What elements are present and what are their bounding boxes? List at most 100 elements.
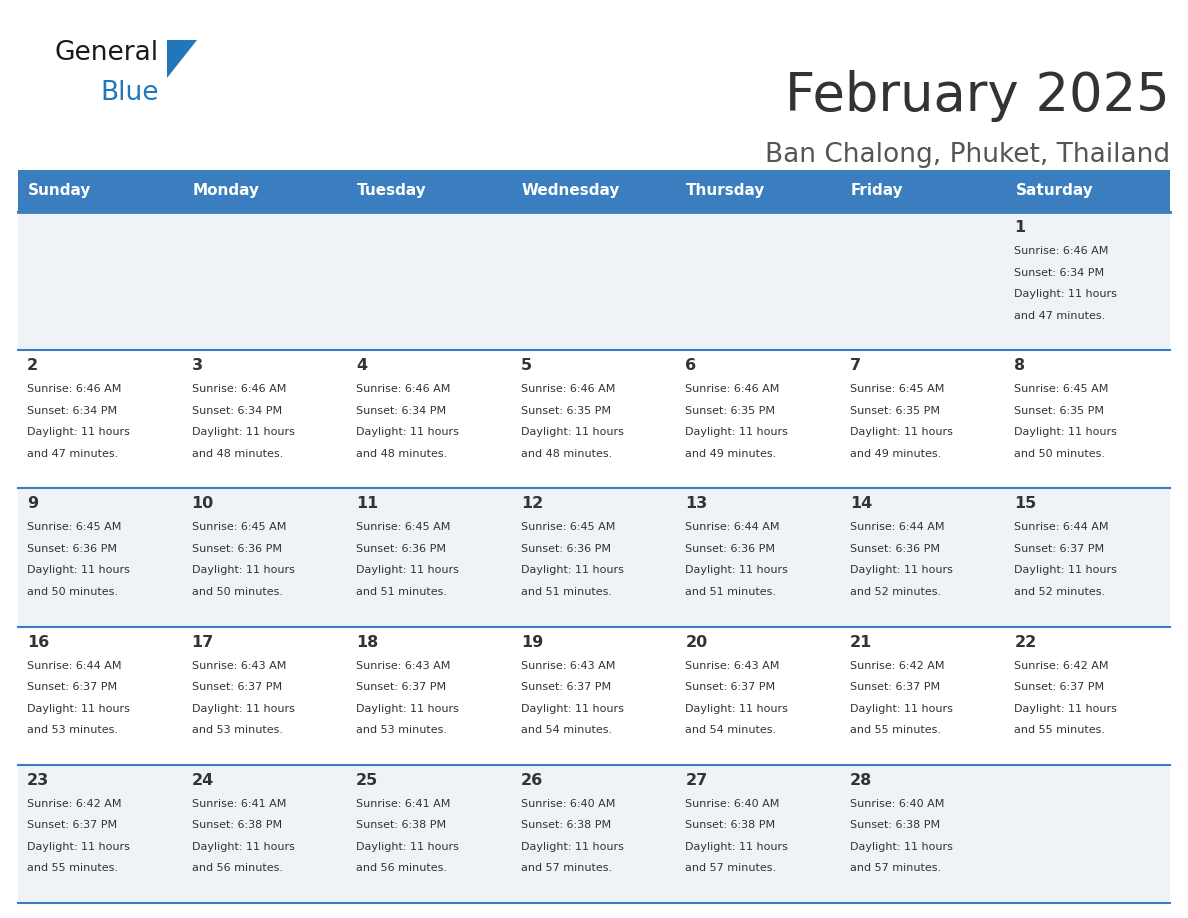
Text: Sunset: 6:35 PM: Sunset: 6:35 PM [849, 406, 940, 416]
Text: and 51 minutes.: and 51 minutes. [685, 587, 776, 597]
Text: and 50 minutes.: and 50 minutes. [1015, 449, 1105, 459]
Text: Daylight: 11 hours: Daylight: 11 hours [356, 703, 459, 713]
Text: and 57 minutes.: and 57 minutes. [520, 863, 612, 873]
Text: and 55 minutes.: and 55 minutes. [849, 725, 941, 735]
Text: Sunset: 6:36 PM: Sunset: 6:36 PM [849, 543, 940, 554]
Text: Sunrise: 6:45 AM: Sunrise: 6:45 AM [27, 522, 121, 532]
Text: and 47 minutes.: and 47 minutes. [27, 449, 119, 459]
Text: Friday: Friday [851, 184, 904, 198]
Text: Sunrise: 6:42 AM: Sunrise: 6:42 AM [849, 661, 944, 671]
Text: Sunrise: 6:43 AM: Sunrise: 6:43 AM [520, 661, 615, 671]
Text: 28: 28 [849, 773, 872, 788]
Text: Daylight: 11 hours: Daylight: 11 hours [1015, 565, 1117, 576]
Bar [347, 212, 512, 350]
Text: Sunset: 6:37 PM: Sunset: 6:37 PM [191, 682, 282, 692]
Text: Sunset: 6:38 PM: Sunset: 6:38 PM [849, 821, 940, 830]
Text: 25: 25 [356, 773, 379, 788]
Bar [1005, 488, 1170, 627]
Text: Sunset: 6:36 PM: Sunset: 6:36 PM [356, 543, 447, 554]
Text: Daylight: 11 hours: Daylight: 11 hours [520, 703, 624, 713]
Bar [841, 350, 1005, 488]
Bar [841, 488, 1005, 627]
Text: 18: 18 [356, 634, 379, 650]
Bar [1005, 765, 1170, 903]
Text: and 48 minutes.: and 48 minutes. [356, 449, 448, 459]
Text: 17: 17 [191, 634, 214, 650]
Text: Saturday: Saturday [1016, 184, 1093, 198]
Text: Sunset: 6:35 PM: Sunset: 6:35 PM [520, 406, 611, 416]
Bar [676, 170, 841, 212]
Bar [1005, 350, 1170, 488]
Text: 3: 3 [191, 358, 203, 374]
Text: Sunrise: 6:46 AM: Sunrise: 6:46 AM [1015, 246, 1108, 256]
Text: Sunrise: 6:44 AM: Sunrise: 6:44 AM [685, 522, 779, 532]
Text: Daylight: 11 hours: Daylight: 11 hours [520, 427, 624, 437]
Text: Sunrise: 6:40 AM: Sunrise: 6:40 AM [685, 799, 779, 809]
Text: and 53 minutes.: and 53 minutes. [191, 725, 283, 735]
Text: and 50 minutes.: and 50 minutes. [27, 587, 118, 597]
Text: Sunset: 6:34 PM: Sunset: 6:34 PM [191, 406, 282, 416]
Text: and 49 minutes.: and 49 minutes. [685, 449, 777, 459]
Text: Daylight: 11 hours: Daylight: 11 hours [27, 842, 129, 852]
Bar [183, 765, 347, 903]
Text: Sunrise: 6:45 AM: Sunrise: 6:45 AM [849, 385, 944, 394]
Text: Daylight: 11 hours: Daylight: 11 hours [685, 703, 788, 713]
Text: Daylight: 11 hours: Daylight: 11 hours [191, 842, 295, 852]
Bar [18, 488, 183, 627]
Text: and 48 minutes.: and 48 minutes. [191, 449, 283, 459]
Text: Daylight: 11 hours: Daylight: 11 hours [849, 565, 953, 576]
Text: Sunrise: 6:46 AM: Sunrise: 6:46 AM [27, 385, 121, 394]
Text: Monday: Monday [192, 184, 259, 198]
Text: Tuesday: Tuesday [358, 184, 426, 198]
Text: Sunrise: 6:45 AM: Sunrise: 6:45 AM [356, 522, 450, 532]
Text: and 56 minutes.: and 56 minutes. [191, 863, 283, 873]
Text: Daylight: 11 hours: Daylight: 11 hours [1015, 703, 1117, 713]
Text: Sunrise: 6:46 AM: Sunrise: 6:46 AM [520, 385, 615, 394]
Bar [183, 170, 347, 212]
Text: Sunset: 6:34 PM: Sunset: 6:34 PM [27, 406, 118, 416]
Text: 8: 8 [1015, 358, 1025, 374]
Text: 13: 13 [685, 497, 708, 511]
Text: Sunrise: 6:42 AM: Sunrise: 6:42 AM [1015, 661, 1108, 671]
Text: Sunset: 6:36 PM: Sunset: 6:36 PM [685, 543, 776, 554]
Text: Daylight: 11 hours: Daylight: 11 hours [1015, 289, 1117, 299]
Text: 12: 12 [520, 497, 543, 511]
Text: Daylight: 11 hours: Daylight: 11 hours [356, 842, 459, 852]
Text: 19: 19 [520, 634, 543, 650]
Text: Daylight: 11 hours: Daylight: 11 hours [849, 703, 953, 713]
Text: Sunrise: 6:43 AM: Sunrise: 6:43 AM [191, 661, 286, 671]
Bar [1005, 627, 1170, 765]
Bar [512, 170, 676, 212]
Bar [18, 350, 183, 488]
Bar [512, 212, 676, 350]
Text: Blue: Blue [100, 80, 158, 106]
Text: Daylight: 11 hours: Daylight: 11 hours [849, 427, 953, 437]
Text: Daylight: 11 hours: Daylight: 11 hours [191, 427, 295, 437]
Text: Daylight: 11 hours: Daylight: 11 hours [191, 565, 295, 576]
Text: Daylight: 11 hours: Daylight: 11 hours [356, 427, 459, 437]
Text: Ban Chalong, Phuket, Thailand: Ban Chalong, Phuket, Thailand [765, 142, 1170, 168]
Text: and 56 minutes.: and 56 minutes. [356, 863, 447, 873]
Text: Sunset: 6:36 PM: Sunset: 6:36 PM [191, 543, 282, 554]
Bar [1005, 212, 1170, 350]
Bar [512, 350, 676, 488]
Bar [18, 170, 183, 212]
Bar [18, 627, 183, 765]
Text: Sunday: Sunday [29, 184, 91, 198]
Bar [841, 765, 1005, 903]
Text: 24: 24 [191, 773, 214, 788]
Text: Sunrise: 6:45 AM: Sunrise: 6:45 AM [520, 522, 615, 532]
Bar [512, 488, 676, 627]
Bar [1005, 170, 1170, 212]
Text: 6: 6 [685, 358, 696, 374]
Bar [183, 350, 347, 488]
Text: 4: 4 [356, 358, 367, 374]
Bar [676, 627, 841, 765]
Text: Sunrise: 6:44 AM: Sunrise: 6:44 AM [27, 661, 121, 671]
Text: Sunrise: 6:45 AM: Sunrise: 6:45 AM [1015, 385, 1108, 394]
Text: and 55 minutes.: and 55 minutes. [1015, 725, 1105, 735]
Text: Thursday: Thursday [687, 184, 765, 198]
Text: and 48 minutes.: and 48 minutes. [520, 449, 612, 459]
Text: 14: 14 [849, 497, 872, 511]
Text: February 2025: February 2025 [785, 70, 1170, 122]
